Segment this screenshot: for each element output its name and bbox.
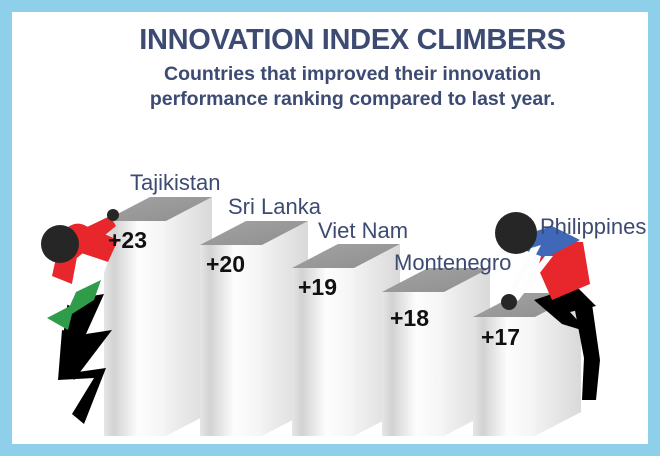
infographic-canvas: INNOVATION INDEX CLIMBERS Countries that… xyxy=(12,12,648,444)
bar-front-face-montenegro xyxy=(382,292,444,436)
country-label-tajikistan: Tajikistan xyxy=(130,170,220,195)
bar-front-face-philippines xyxy=(473,317,535,436)
left-climber-leg-front xyxy=(58,330,106,424)
right-climber-grip-dot xyxy=(501,294,517,310)
left-climber-head xyxy=(41,225,79,263)
value-label-tajikistan: +23 xyxy=(108,227,147,253)
left-climber-shirt-white xyxy=(49,252,108,306)
country-label-viet-nam: Viet Nam xyxy=(318,218,408,243)
page-subtitle: Countries that improved their innovation… xyxy=(12,62,648,112)
bar-front-face-viet-nam xyxy=(292,268,354,436)
country-label-montenegro: Montenegro xyxy=(394,250,511,275)
bar-group-viet-nam xyxy=(292,244,400,436)
header-block: INNOVATION INDEX CLIMBERS Countries that… xyxy=(12,24,648,112)
bar-top-face-montenegro xyxy=(382,268,490,292)
bar-top-face-sri-lanka xyxy=(200,221,308,245)
subtitle-line-2: performance ranking compared to last yea… xyxy=(149,88,556,111)
climbing-figure-left xyxy=(41,209,119,424)
country-label-sri-lanka: Sri Lanka xyxy=(228,194,322,219)
country-label-philippines: Philippines xyxy=(540,214,646,239)
bar-group-philippines xyxy=(473,293,581,436)
subtitle-line-1: Countries that improved their innovation xyxy=(163,63,542,86)
value-label-viet-nam: +19 xyxy=(298,274,337,300)
left-climber-grip-dot xyxy=(107,209,119,221)
left-climber-shirt-green xyxy=(47,280,101,330)
right-climber-head xyxy=(495,212,537,254)
bar-side-face-philippines xyxy=(535,293,581,436)
right-climber-arm-secondary xyxy=(513,256,553,301)
page-title: INNOVATION INDEX CLIMBERS xyxy=(139,24,566,56)
value-label-philippines: +17 xyxy=(481,324,520,350)
right-climber-arm xyxy=(507,245,541,300)
bar-front-face-sri-lanka xyxy=(200,245,262,436)
bar-top-face-viet-nam xyxy=(292,244,400,268)
bar-chart-illustration: Tajikistan Sri Lanka Viet Nam Montenegro… xyxy=(41,170,646,436)
bar-top-face-tajikistan xyxy=(104,197,212,221)
right-climber-leg-upper xyxy=(534,286,596,332)
value-label-sri-lanka: +20 xyxy=(206,251,245,277)
bar-front-face-tajikistan xyxy=(104,221,166,436)
climbing-figure-right xyxy=(495,212,600,400)
value-label-montenegro: +18 xyxy=(390,305,429,331)
